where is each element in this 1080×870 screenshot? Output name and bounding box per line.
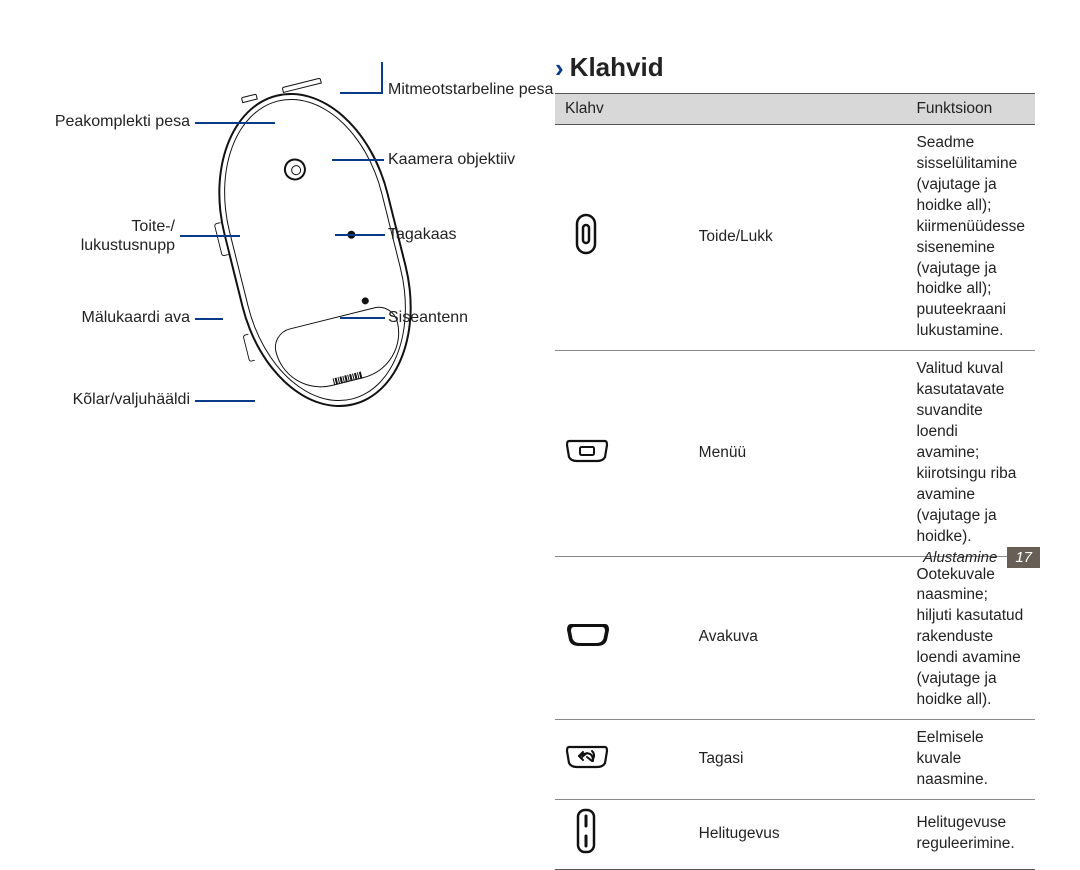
table-row: Avakuva Ootekuvale naasmine; hiljuti kas… xyxy=(555,556,1035,719)
col-key: Klahv xyxy=(555,94,906,125)
table-row: Helitugevus Helitugevuse reguleerimine. xyxy=(555,799,1035,869)
page-footer: Alustamine 17 xyxy=(923,547,1040,568)
section-heading: › Klahvid xyxy=(555,52,1035,83)
chevron-icon: › xyxy=(555,55,564,81)
menu-key-icon xyxy=(565,437,607,463)
device-diagram: Peakomplekti pesa Toite-/ lukustusnupp M… xyxy=(60,60,530,460)
key-func: Valitud kuval kasutatavate suvandite loe… xyxy=(906,351,1035,556)
page: Peakomplekti pesa Toite-/ lukustusnupp M… xyxy=(0,0,1080,586)
label-camera: Kaamera objektiiv xyxy=(388,150,558,169)
power-key-icon xyxy=(565,213,607,255)
keys-table: Klahv Funktsioon Toide/Lukk Seadme sisse… xyxy=(555,93,1035,870)
label-headset-jack: Peakomplekti pesa xyxy=(30,112,190,131)
back-key-icon xyxy=(565,743,607,769)
label-speaker: Kõlar/valjuhääldi xyxy=(30,390,190,409)
home-key-icon xyxy=(565,620,607,648)
key-func: Helitugevuse reguleerimine. xyxy=(906,799,1035,869)
key-func: Eelmisele kuvale naasmine. xyxy=(906,719,1035,799)
col-func: Funktsioon xyxy=(906,94,1035,125)
key-func: Ootekuvale naasmine; hiljuti kasutatud r… xyxy=(906,556,1035,719)
key-name: Tagasi xyxy=(689,719,907,799)
keys-section: › Klahvid Klahv Funktsioon Toide/Lukk xyxy=(555,52,1035,870)
table-row: Menüü Valitud kuval kasutatavate suvandi… xyxy=(555,351,1035,556)
multi-jack-shape xyxy=(282,78,322,93)
headset-jack-shape xyxy=(241,94,258,104)
footer-page-number: 17 xyxy=(1007,547,1040,568)
key-func: Seadme sisselülitamine (vajutage ja hoid… xyxy=(906,125,1035,351)
volume-key-icon xyxy=(565,808,607,854)
label-power-lock: Toite-/ lukustusnupp xyxy=(45,217,175,255)
label-backcover: Tagakaas xyxy=(388,225,508,244)
key-name: Toide/Lukk xyxy=(689,125,907,351)
heading-text: Klahvid xyxy=(570,52,664,83)
label-card-slot: Mälukaardi ava xyxy=(30,308,190,327)
key-name: Avakuva xyxy=(689,556,907,719)
key-name: Helitugevus xyxy=(689,799,907,869)
footer-section: Alustamine xyxy=(923,549,997,566)
label-multi-jack: Mitmeotstarbeline pesa xyxy=(388,80,558,99)
table-row: Toide/Lukk Seadme sisselülitamine (vajut… xyxy=(555,125,1035,351)
table-row: Tagasi Eelmisele kuvale naasmine. xyxy=(555,719,1035,799)
label-antenna: Siseantenn xyxy=(388,308,508,327)
key-name: Menüü xyxy=(689,351,907,556)
phone-outline xyxy=(194,74,436,426)
